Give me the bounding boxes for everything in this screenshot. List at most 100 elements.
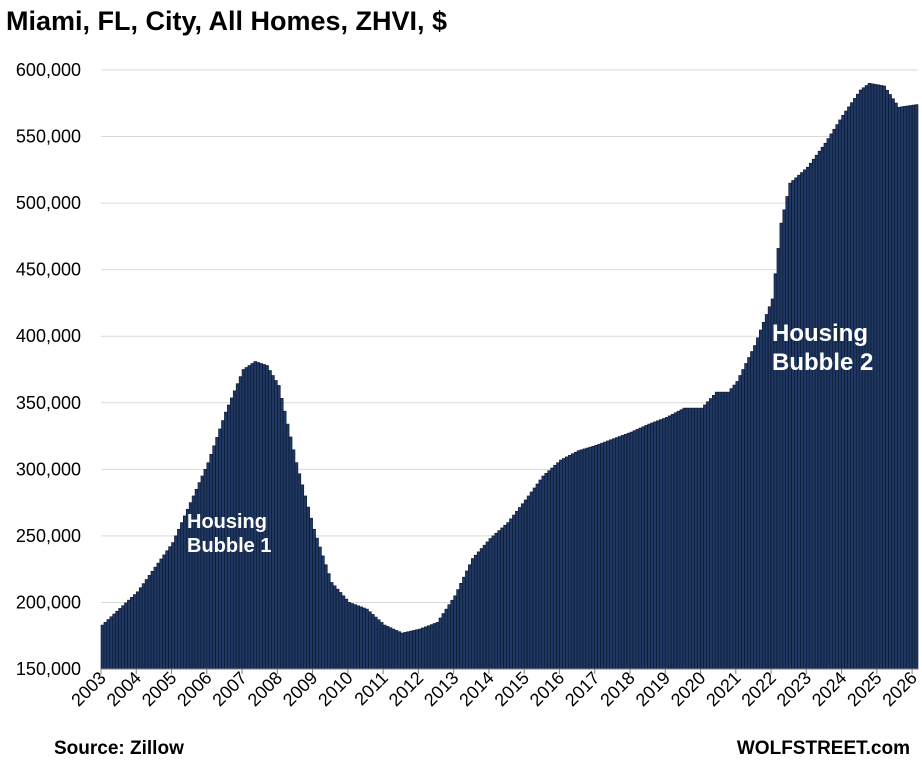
y-tick-label: 200,000 [16,592,81,612]
bar [374,616,378,670]
bar [794,177,798,670]
bar [908,105,913,670]
bar [397,631,402,670]
bar [667,415,672,670]
bar [788,182,792,670]
bar [230,397,234,670]
bar [118,608,122,670]
bar [435,622,440,670]
bar [720,391,725,670]
bar [576,450,581,670]
bar [867,83,872,670]
bar [806,166,810,670]
bar [303,495,308,670]
bar [864,85,869,670]
bar [203,469,208,670]
bar [753,345,757,670]
bar [632,430,637,670]
bar [814,154,819,670]
bar [509,518,513,670]
bar [200,475,205,670]
bar [855,93,860,670]
bar [600,442,604,670]
bar [130,597,134,670]
bar [341,595,346,670]
bar [732,384,737,670]
bar [556,462,560,670]
y-tick-label: 300,000 [16,459,81,479]
bar [709,398,713,670]
bar [735,381,740,670]
bar [635,429,640,670]
x-tick-label: 2022 [737,668,779,710]
bar [756,337,760,670]
bar [294,462,299,670]
bar [268,370,272,670]
brand-watermark: WOLFSTREET.com [736,738,910,759]
bar [291,449,296,670]
bar [494,532,499,670]
bar [750,351,754,670]
bar [711,395,716,670]
bar [103,621,108,670]
bar [288,436,293,670]
x-axis-tick-labels: 2003200420052006200720082009201020112012… [67,668,921,710]
bar [897,106,901,670]
bar [597,443,601,670]
bar [656,420,660,670]
bar [579,449,584,670]
bar [138,587,143,670]
bar [515,510,519,670]
y-tick-label: 150,000 [16,659,81,679]
axes [100,668,918,674]
bar [133,594,137,670]
y-tick-label: 350,000 [16,393,81,413]
bar [914,104,919,670]
bar [356,605,360,670]
x-tick-label: 2024 [808,668,850,710]
bar [670,414,675,670]
x-tick-label: 2006 [173,668,215,710]
bar [121,605,125,670]
bar [109,616,114,670]
bar [697,407,701,670]
bar [412,630,416,670]
bar [691,407,695,670]
bar [832,128,837,670]
annotation-line: Bubble 1 [187,535,271,557]
bar [385,626,390,670]
bar [553,465,557,670]
bar [747,357,751,670]
bar [312,528,316,670]
bar [406,631,410,670]
bar [526,495,531,670]
bar [335,588,340,670]
y-tick-label: 400,000 [16,326,81,346]
bar [535,483,540,670]
bar-series [100,83,919,670]
bar [429,624,434,670]
bar [441,613,446,670]
bar [518,507,522,670]
y-tick-label: 600,000 [16,60,81,80]
bar [371,614,375,670]
bar [482,544,487,670]
bar [726,391,731,670]
bar [562,458,566,670]
bar [659,419,663,670]
bar [124,602,128,670]
x-tick-label: 2013 [420,668,462,710]
bar [400,632,405,670]
bar [858,89,863,670]
bar [844,110,848,670]
bar [141,583,146,670]
bar [376,619,381,670]
x-tick-label: 2023 [773,668,815,710]
bar [650,422,654,670]
bar [547,470,551,670]
bar [418,628,422,670]
bar [365,608,369,670]
bar [826,138,831,670]
bar [585,447,590,670]
bar [453,595,457,670]
